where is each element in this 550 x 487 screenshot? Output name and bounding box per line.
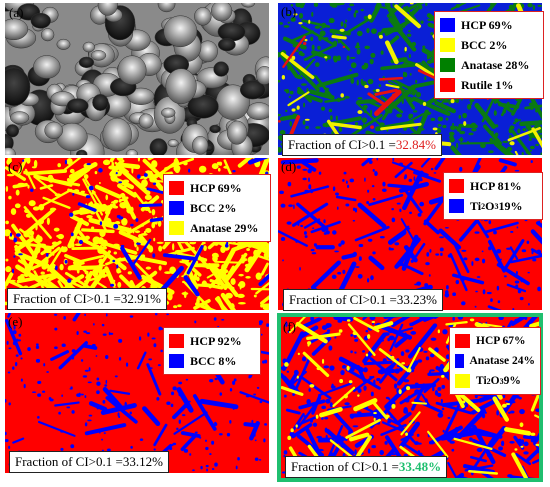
swatch-icon	[169, 334, 184, 348]
swatch-icon	[169, 201, 184, 215]
swatch-icon	[440, 58, 455, 72]
legend-item: HCP 92%	[169, 331, 255, 351]
fraction-value: 33.12%	[122, 454, 163, 469]
legend-item: Anatase 24%	[455, 351, 535, 371]
fraction-label: Fraction of CI>0.1 =32.84%	[282, 134, 442, 156]
legend: HCP 69% BCC 2% Anatase 29%	[163, 174, 271, 242]
panel-e: (e) HCP 92% BCC 8% Fraction of CI>0.1 =3…	[5, 313, 269, 473]
swatch-icon	[455, 334, 470, 348]
legend-item: HCP 81%	[449, 176, 537, 196]
fraction-label: Fraction of CI>0.1 =33.48%	[285, 456, 448, 478]
fraction-label: Fraction of CI>0.1 =33.23%	[283, 289, 443, 311]
legend: HCP 81% Ti 2 O 3 19%	[443, 172, 543, 220]
fraction-value: 32.84%	[395, 137, 436, 152]
swatch-icon	[169, 354, 184, 368]
legend-item: BCC 2%	[440, 35, 538, 55]
panel-f: (f) HCP 67% Anatase 24% Ti 2 O 3 9% Fractio…	[277, 313, 543, 482]
legend-item: Anatase 29%	[169, 218, 265, 238]
swatch-icon	[169, 221, 184, 235]
panel-label: (d)	[281, 159, 297, 174]
panel-label: (b)	[281, 4, 297, 19]
panel-c: (c) HCP 69% BCC 2% Anatase 29% Fraction …	[5, 158, 271, 310]
legend-item: HCP 69%	[440, 15, 538, 35]
highlight-frame	[277, 313, 543, 482]
fraction-label: Fraction of CI>0.1 =32.91%	[7, 288, 167, 310]
panel-d: (d) HCP 81% Ti 2 O 3 19% Fraction of CI>0.1…	[278, 158, 543, 311]
legend-item: HCP 69%	[169, 178, 265, 198]
swatch-icon	[169, 181, 184, 195]
legend-item: HCP 67%	[455, 331, 535, 351]
panel-label: (c)	[8, 159, 23, 174]
fraction-value: 33.23%	[396, 292, 437, 307]
legend-item: BCC 8%	[169, 351, 255, 371]
panel-label: (f)	[283, 319, 296, 334]
swatch-icon	[449, 179, 464, 193]
legend-item: Rutile 1%	[440, 75, 538, 95]
panel-label: (a)	[9, 5, 24, 20]
swatch-icon	[440, 78, 455, 92]
legend: HCP 67% Anatase 24% Ti 2 O 3 9%	[449, 327, 541, 395]
swatch-icon	[455, 354, 464, 368]
legend-item: Ti 2 O 3 9%	[455, 371, 535, 391]
panel-a: (a)	[5, 3, 269, 155]
fraction-value: 33.48%	[398, 459, 442, 474]
swatch-icon	[455, 374, 470, 388]
panel-label: (e)	[8, 314, 23, 329]
legend-item: BCC 2%	[169, 198, 265, 218]
swatch-icon	[440, 38, 455, 52]
legend: HCP 69% BCC 2% Anatase 28% Rutile 1%	[434, 11, 544, 99]
fraction-value: 32.91%	[120, 291, 161, 306]
swatch-icon	[449, 199, 464, 213]
legend: HCP 92% BCC 8%	[163, 327, 261, 375]
legend-item: Ti 2 O 3 19%	[449, 196, 537, 216]
panel-b: (b) HCP 69% BCC 2% Anatase 28% Rutile 1%…	[278, 3, 544, 156]
legend-item: Anatase 28%	[440, 55, 538, 75]
fraction-label: Fraction of CI>0.1 =33.12%	[9, 451, 169, 473]
sem-image	[5, 3, 269, 155]
swatch-icon	[440, 18, 455, 32]
